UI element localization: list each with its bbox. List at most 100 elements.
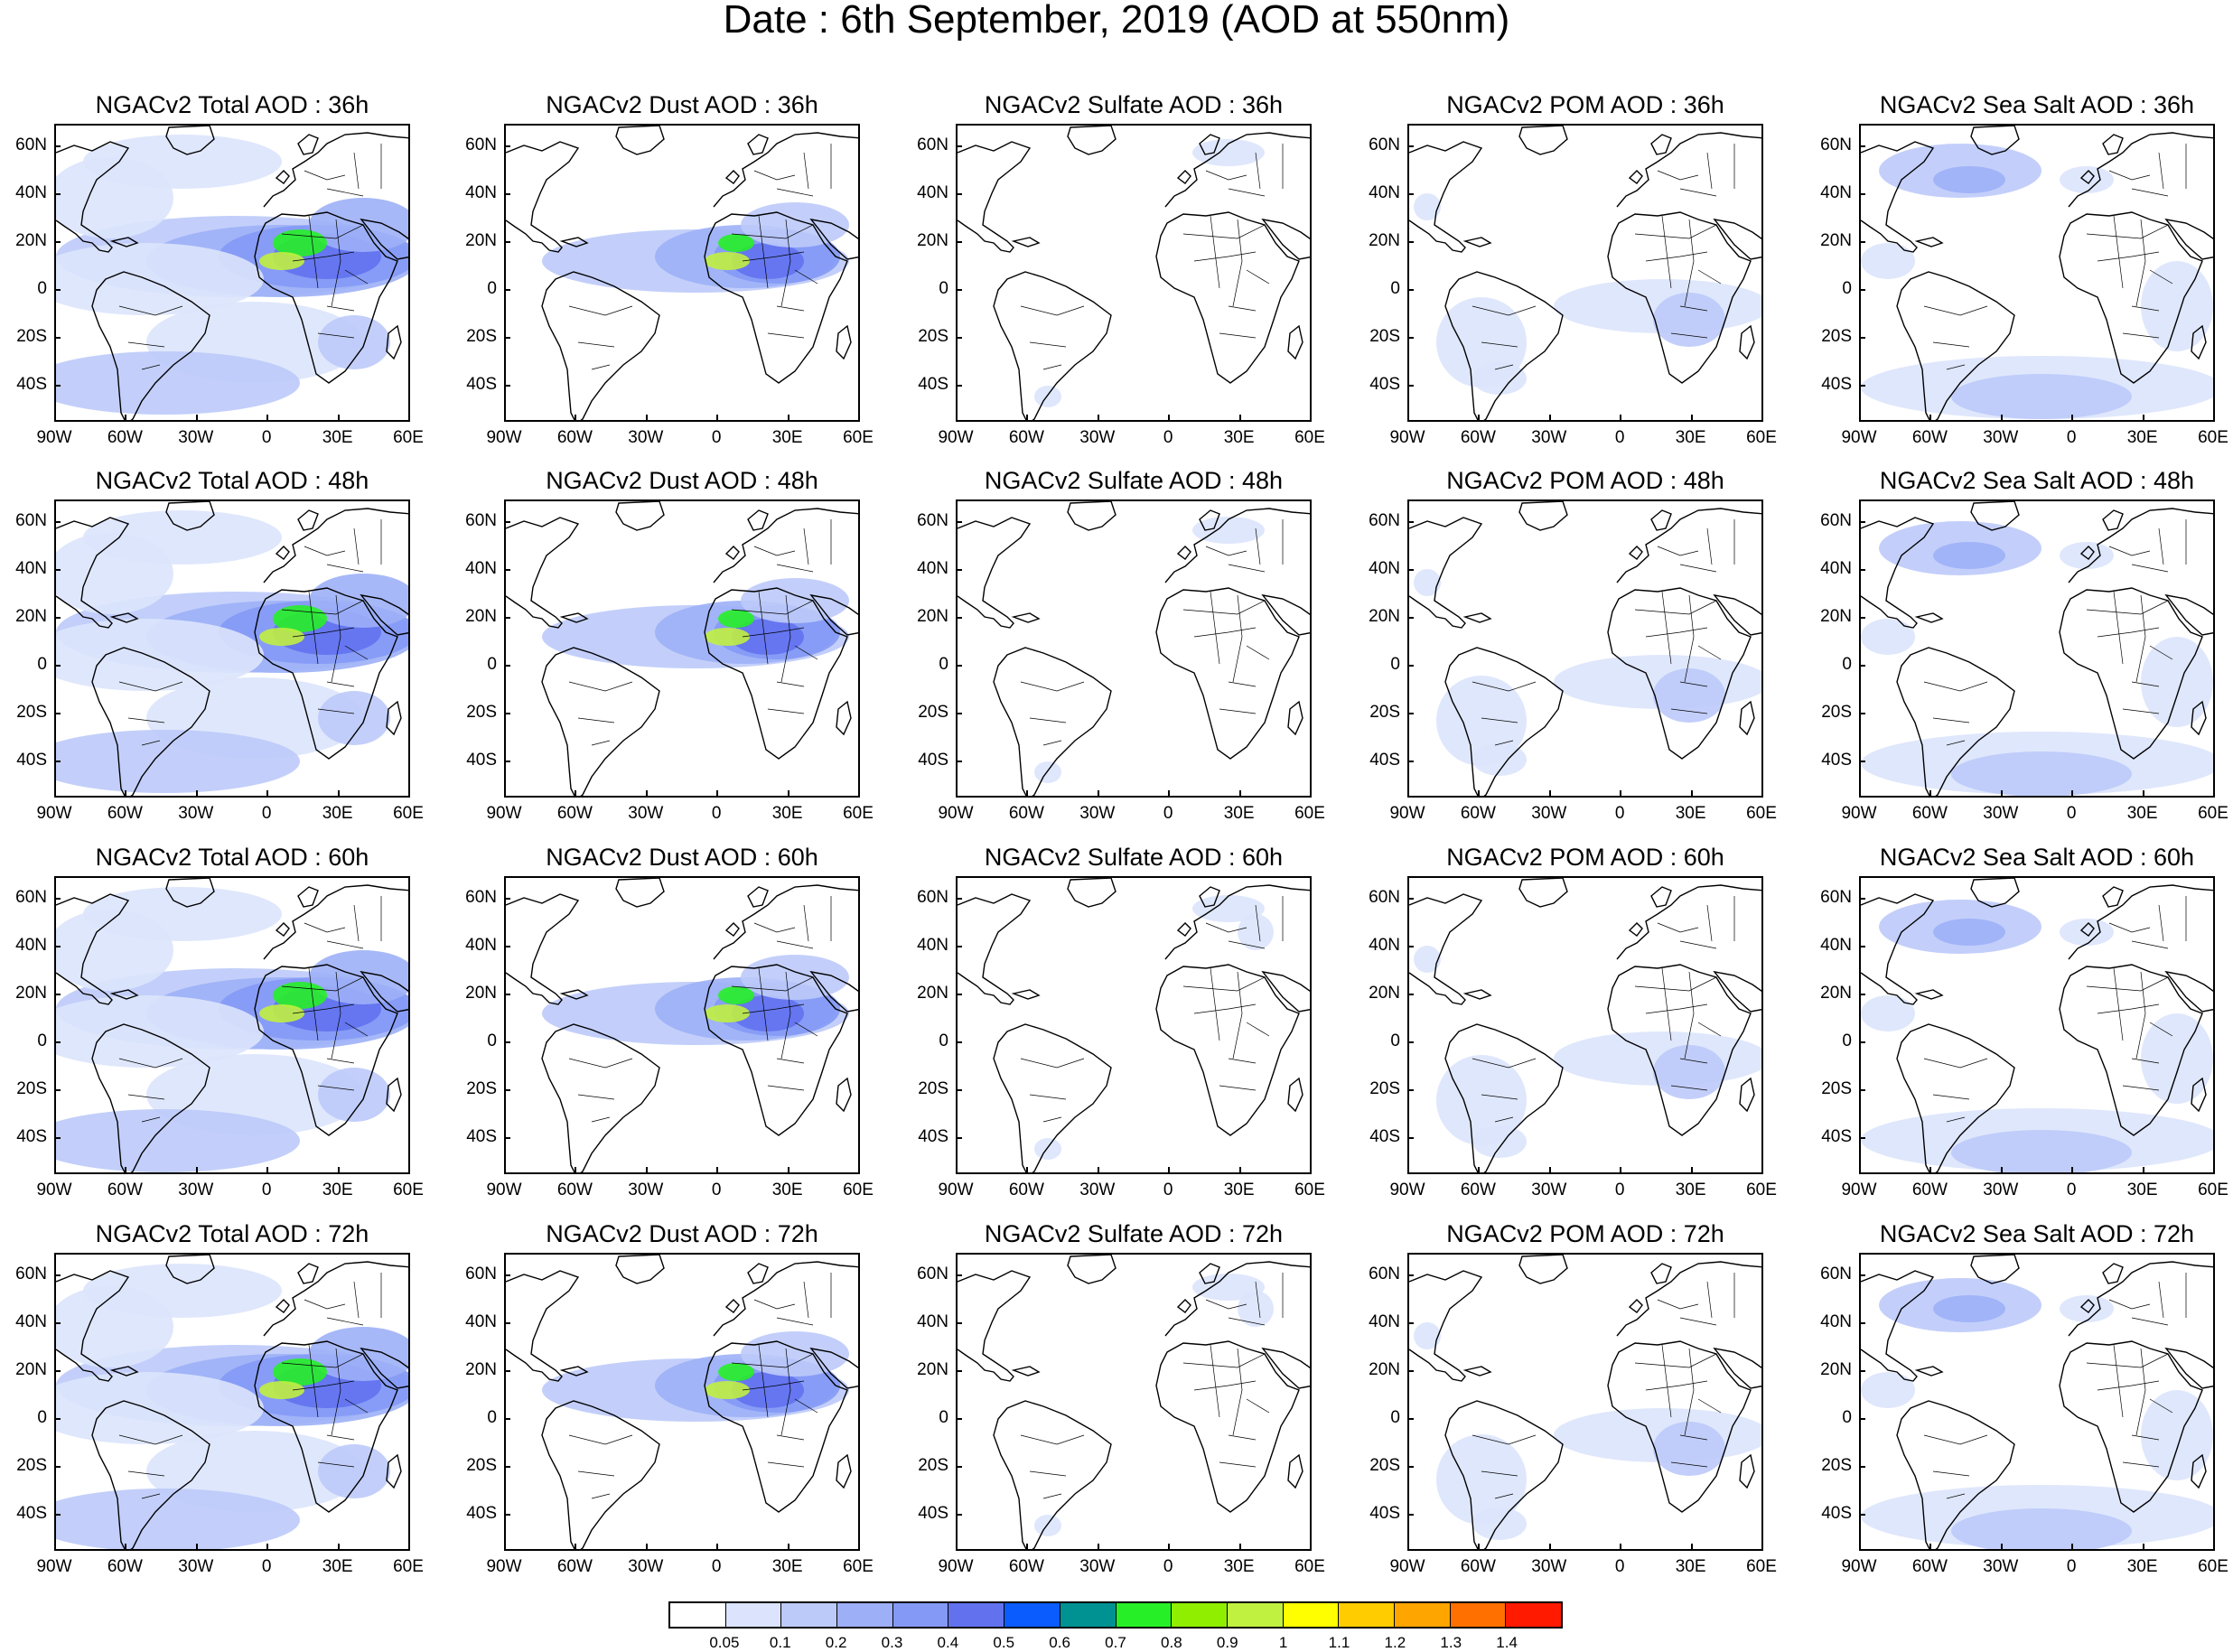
lon-tick-label: 0	[1614, 1557, 1625, 1576]
lat-tick-label: 20S	[918, 327, 948, 346]
country-border	[568, 1058, 633, 1069]
lon-tick-label: 60E	[1294, 804, 1325, 823]
country-border	[1246, 1022, 1270, 1037]
lon-tick-mark	[1478, 1167, 1481, 1173]
lon-tick-mark	[858, 1544, 860, 1550]
lat-tick-label: 20N	[1369, 607, 1400, 626]
coastline	[1287, 1453, 1303, 1489]
country-border	[1661, 591, 1672, 665]
coastline	[2164, 1347, 2213, 1389]
map-panel-sulfate-48h	[956, 499, 1312, 798]
lat-tick-mark	[504, 385, 510, 387]
lon-tick-mark	[1310, 415, 1312, 421]
lat-tick-mark	[504, 569, 510, 571]
colorbar-label: 0.05	[709, 1634, 740, 1651]
coastline	[254, 587, 398, 760]
coastline	[958, 517, 1032, 629]
lat-tick-mark	[504, 521, 510, 523]
panel-title: NGACv2 Sulfate AOD : 60h	[984, 844, 1284, 871]
coastline	[1444, 271, 1564, 420]
lat-tick-label: 20S	[466, 1456, 497, 1475]
country-border	[803, 527, 809, 565]
lat-tick-mark	[54, 1137, 61, 1139]
lon-tick-mark	[1238, 415, 1241, 421]
coastline	[263, 508, 408, 583]
lon-tick-mark	[1690, 790, 1693, 797]
colorbar-label: 1.4	[1496, 1634, 1518, 1651]
colorbar-swatch	[781, 1603, 838, 1627]
lon-tick-label: 30W	[178, 428, 214, 447]
aod-field	[56, 878, 408, 1172]
lat-tick-mark	[1859, 946, 1865, 947]
lat-tick-mark	[1407, 1418, 1414, 1420]
lat-tick-mark	[504, 1514, 510, 1516]
country-border	[1205, 170, 1247, 181]
lon-tick-mark	[956, 415, 958, 421]
lat-tick-label: 20N	[15, 231, 47, 250]
colorbar-label: 0.2	[825, 1634, 847, 1651]
coastline	[2068, 1261, 2213, 1337]
lon-tick-label: 30E	[1223, 1181, 1255, 1199]
coastline	[109, 612, 139, 623]
aod-shading	[259, 252, 304, 270]
coastline	[1176, 1299, 1191, 1313]
coastline	[2191, 1077, 2207, 1113]
lon-tick-mark	[125, 790, 127, 797]
coastline	[506, 141, 580, 253]
coastline	[1628, 1299, 1643, 1313]
lon-tick-label: 60E	[1294, 428, 1325, 447]
lon-tick-label: 30W	[1531, 428, 1567, 447]
lat-tick-mark	[54, 994, 61, 995]
lon-tick-label: 90W	[36, 1181, 72, 1199]
country-border	[731, 976, 814, 992]
lat-tick-mark	[1407, 241, 1414, 243]
country-border	[2122, 1461, 2160, 1468]
lat-tick-mark	[1859, 337, 1865, 339]
coastline	[1518, 501, 1568, 531]
lat-tick-mark	[1859, 1466, 1865, 1468]
lat-tick-label: 40S	[16, 751, 47, 770]
lon-tick-label: 30W	[1079, 804, 1116, 823]
coastline	[1462, 1366, 1492, 1377]
country-border	[758, 591, 769, 665]
aod-shading	[1933, 542, 2005, 569]
lat-tick-label: 60N	[465, 511, 497, 530]
lon-tick-mark	[1548, 790, 1551, 797]
coastline	[958, 893, 1032, 1005]
country-border	[1219, 708, 1257, 714]
coastline	[1287, 324, 1303, 360]
country-border	[2108, 170, 2151, 181]
country-border	[753, 546, 796, 556]
lon-tick-mark	[2142, 790, 2144, 797]
coastline	[254, 1340, 398, 1513]
lon-tick-label: 30E	[771, 804, 803, 823]
coastline	[165, 501, 215, 531]
coastline	[1164, 132, 1310, 208]
coastline	[1713, 593, 1761, 636]
country-border	[1182, 1353, 1266, 1368]
lat-tick-mark	[1859, 385, 1865, 387]
aod-shading	[2060, 1295, 2114, 1322]
lat-tick-label: 40S	[466, 1504, 497, 1523]
lon-tick-label: 90W	[1841, 428, 1877, 447]
panel-title: NGACv2 Total AOD : 48h	[95, 467, 369, 494]
lat-tick-mark	[1407, 289, 1414, 291]
lat-tick-label: 20N	[1369, 984, 1400, 1003]
coastline	[1261, 970, 1310, 1013]
lon-tick-mark	[408, 1544, 410, 1550]
country-border	[326, 940, 364, 949]
country-border	[141, 364, 161, 370]
coastline	[1164, 884, 1310, 960]
aod-shading	[56, 243, 264, 315]
coastline	[809, 1347, 858, 1389]
lon-tick-label: 90W	[36, 1557, 72, 1576]
coastline	[165, 126, 215, 155]
coastline	[1199, 1263, 1220, 1284]
coastline	[1713, 218, 1761, 260]
lat-tick-mark	[1859, 994, 1865, 995]
country-border	[1697, 1398, 1722, 1414]
coastline	[958, 1270, 1032, 1382]
country-border	[1042, 364, 1062, 370]
lon-tick-mark	[408, 415, 410, 421]
lat-tick-mark	[54, 713, 61, 714]
